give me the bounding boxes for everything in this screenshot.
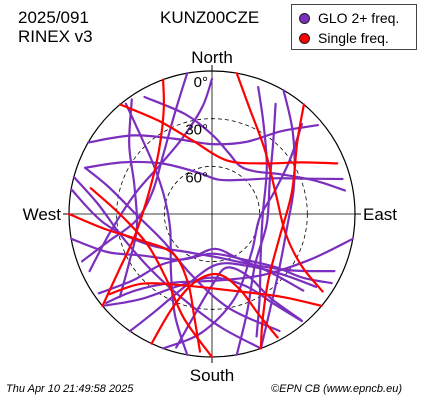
satellite-track [70,237,333,285]
satellite-track [259,89,296,350]
skyplot-labels: North South West East 0° 30° 60° [23,48,398,385]
satellite-track [81,72,189,263]
generated-timestamp: Thu Apr 10 21:49:58 2025 [6,383,134,395]
satellite-track [87,124,319,146]
direction-label-east: East [363,205,397,224]
satellite-track [118,98,139,298]
satellite-track [72,175,262,350]
legend-marker-glo [299,12,310,24]
direction-label-south: South [190,366,234,385]
legend-marker-single [299,32,310,44]
legend-item-glo: GLO 2+ freq. [299,9,399,27]
satellite-tracks [67,72,354,359]
satellite-track [105,237,354,304]
legend-label-single: Single freq. [318,30,389,46]
satellite-track [119,103,339,165]
satellite-track [70,188,336,273]
satellite-track [89,187,214,359]
direction-label-north: North [191,48,233,67]
rinex-format-label: RINEX v3 [18,27,93,46]
elevation-label: 0° [194,74,208,91]
satellite-track [108,282,323,307]
satellite-track [255,86,268,338]
satellite-track [128,262,318,333]
direction-label-west: West [23,205,62,224]
station-name: KUNZ00CZE [160,8,260,27]
satellite-track [84,160,344,182]
satellite-track [235,72,324,293]
elevation-label: 30° [185,122,208,139]
date-label: 2025/091 [18,8,89,27]
credit-text: ©EPN CB (www.epncb.eu) [271,383,402,395]
elevation-label: 60° [185,169,208,186]
legend-label-glo: GLO 2+ freq. [318,10,400,26]
satellite-track [97,247,305,295]
satellite-track [101,78,166,307]
satellite-track [259,103,305,350]
satellite-track [150,272,279,345]
satellite-track [84,166,281,333]
satellite-track [124,102,189,356]
legend: GLO 2+ freq. Single freq. [291,4,417,50]
satellite-track [67,212,202,353]
legend-item-single: Single freq. [299,29,389,47]
skyplot-grid [63,65,361,363]
satellite-track [101,276,303,323]
satellite-track [235,102,277,356]
